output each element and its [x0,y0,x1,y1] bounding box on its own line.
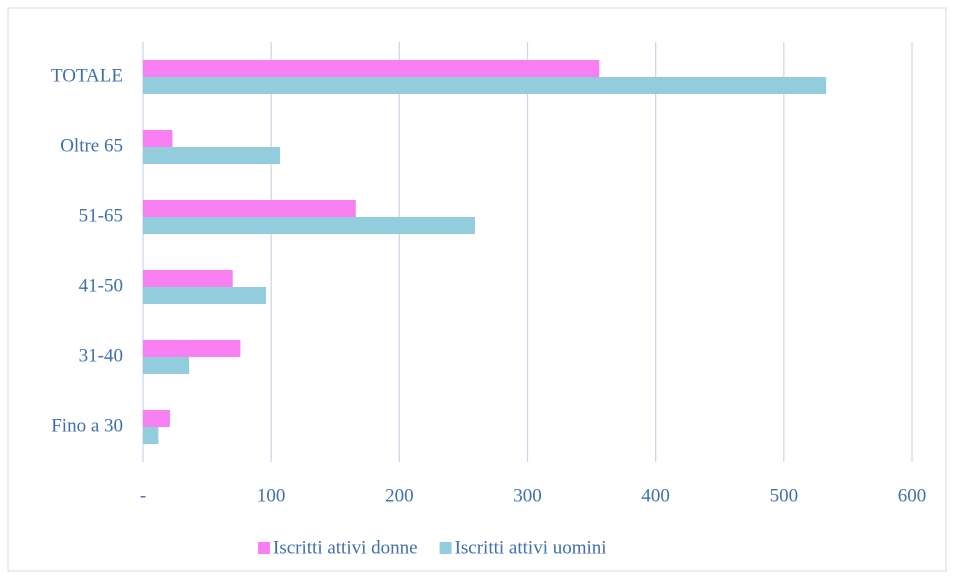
bar [143,147,281,164]
legend-label: Iscritti attivi donne [273,537,418,558]
legend-swatch [258,542,270,554]
bar [143,270,233,287]
x-tick-label: 400 [641,485,670,506]
x-tick-label: 100 [257,485,286,506]
bar [143,410,170,427]
x-tick-label: 500 [770,485,799,506]
x-tick-label: 600 [898,485,927,506]
bar [143,340,241,357]
y-tick-label: Oltre 65 [60,135,123,156]
y-tick-label: Fino a 30 [51,415,123,436]
legend-label: Iscritti attivi uomini [455,537,607,558]
bar [143,217,475,234]
x-tick-label: 200 [385,485,414,506]
x-tick-label: 300 [513,485,542,506]
y-tick-label: 51-65 [79,205,123,226]
y-tick-label: 41-50 [79,275,123,296]
bar [143,287,267,304]
bar [143,60,600,77]
bar [143,130,173,147]
y-tick-label: TOTALE [51,65,123,86]
bar [143,357,190,374]
bar [143,77,827,94]
bar [143,200,356,217]
legend-swatch [439,542,452,554]
bar [143,427,159,444]
y-tick-label: 31-40 [79,345,123,366]
x-tick-label: - [140,485,146,506]
